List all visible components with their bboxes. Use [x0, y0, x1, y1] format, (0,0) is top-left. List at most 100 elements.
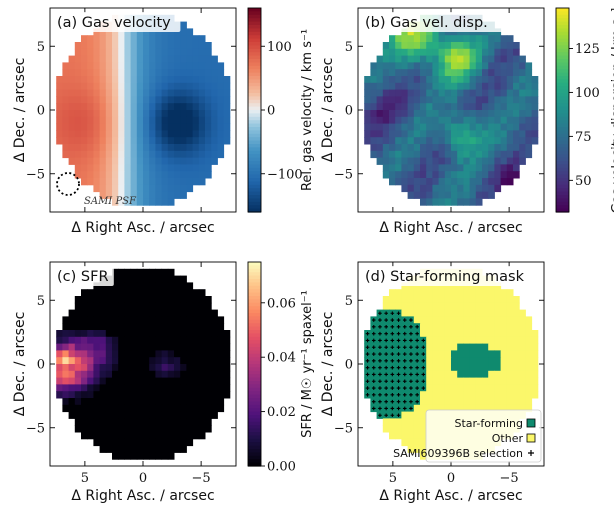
heatmap-cell: [389, 62, 396, 70]
heatmap-cell: [376, 55, 384, 63]
heatmap-cell: [205, 123, 212, 131]
heatmap-cell: [62, 364, 70, 372]
heatmap-cell: [81, 144, 88, 152]
selection-marker: [365, 338, 370, 343]
heatmap-cell: [93, 157, 101, 165]
heatmap-cell: [161, 357, 169, 365]
heatmap-cell: [475, 178, 483, 186]
heatmap-cell: [457, 404, 464, 413]
colorbar-segment: [556, 82, 569, 87]
heatmap-cell: [161, 377, 169, 385]
heatmap-cell: [420, 296, 427, 304]
heatmap-cell: [186, 309, 194, 317]
heatmap-cell: [74, 418, 82, 426]
heatmap-cell: [444, 309, 452, 317]
heatmap-cell: [198, 82, 206, 91]
heatmap-cell: [136, 137, 144, 145]
heatmap-cell: [205, 316, 212, 324]
heatmap-cell: [506, 123, 514, 131]
colorbar-segment: [248, 103, 261, 108]
heatmap-cell: [105, 377, 113, 385]
heatmap-cell: [444, 42, 452, 50]
heatmap-cell: [99, 323, 107, 331]
heatmap-cell: [382, 55, 390, 63]
heatmap-cell: [389, 302, 396, 311]
heatmap-cell: [451, 289, 458, 297]
heatmap-cell: [186, 48, 194, 57]
heatmap-cell: [463, 103, 471, 111]
heatmap-cell: [143, 370, 150, 379]
heatmap-cell: [62, 150, 70, 159]
heatmap-cell: [407, 432, 415, 440]
heatmap-cell: [432, 76, 440, 84]
colorbar-segment: [556, 25, 569, 29]
heatmap-cell: [198, 150, 206, 159]
heatmap-cell: [488, 316, 495, 324]
selection-marker: [396, 399, 401, 404]
heatmap-cell: [198, 330, 206, 338]
heatmap-cell: [500, 302, 508, 311]
heatmap-cell: [155, 28, 163, 36]
heatmap-cell: [192, 425, 200, 433]
heatmap-cell: [81, 350, 88, 358]
heatmap-cell: [149, 76, 156, 84]
heatmap-cell: [525, 404, 533, 413]
colorbar-segment: [556, 178, 569, 182]
heatmap-cell: [211, 82, 218, 91]
heatmap-cell: [211, 377, 218, 385]
heatmap-cell: [211, 336, 218, 345]
heatmap-cell: [438, 398, 446, 406]
heatmap-cell: [161, 425, 169, 433]
heatmap-cell: [457, 103, 464, 111]
heatmap-cell: [143, 268, 150, 277]
heatmap-cell: [395, 62, 402, 70]
heatmap-cell: [198, 336, 206, 345]
heatmap-cell: [124, 452, 132, 460]
heatmap-cell: [457, 350, 464, 358]
heatmap-cell: [167, 296, 175, 304]
heatmap-cell: [74, 425, 82, 433]
colorbar-segment: [248, 99, 261, 104]
heatmap-cell: [451, 282, 458, 290]
heatmap-cell: [105, 391, 113, 399]
heatmap-cell: [469, 171, 477, 179]
heatmap-cell: [124, 404, 132, 413]
heatmap-cell: [161, 343, 169, 351]
heatmap-cell: [463, 35, 471, 43]
heatmap-cell: [167, 103, 175, 111]
colorbar-segment: [556, 31, 569, 36]
heatmap-cell: [68, 103, 76, 111]
heatmap-cell: [81, 309, 88, 317]
heatmap-cell: [74, 411, 82, 419]
heatmap-cell: [105, 35, 113, 43]
heatmap-cell: [444, 76, 452, 84]
heatmap-cell: [93, 48, 101, 57]
heatmap-cell: [211, 89, 218, 97]
x-tick-label: 0: [139, 471, 147, 486]
legend-box: [425, 409, 542, 463]
heatmap-cell: [444, 302, 452, 311]
heatmap-cell: [56, 89, 63, 97]
heatmap-cell: [389, 296, 396, 304]
heatmap-cell: [494, 137, 502, 145]
heatmap-cell: [99, 89, 107, 97]
heatmap-cell: [136, 302, 144, 311]
heatmap-cell: [444, 357, 452, 365]
heatmap-cell: [376, 82, 384, 91]
heatmap-cell: [192, 404, 200, 413]
colorbar-segment: [248, 123, 261, 128]
heatmap-cell: [482, 123, 489, 131]
heatmap-cell: [161, 302, 169, 311]
heatmap-cell: [488, 343, 495, 351]
heatmap-cell: [186, 391, 194, 399]
heatmap-cell: [506, 309, 514, 317]
heatmap-cell: [395, 35, 402, 43]
heatmap-cell: [420, 282, 427, 290]
heatmap-cell: [475, 164, 483, 172]
heatmap-cell: [413, 89, 421, 97]
heatmap-cell: [205, 82, 212, 91]
heatmap-cell: [155, 178, 163, 186]
heatmap-cell: [205, 323, 212, 331]
heatmap-cell: [432, 89, 440, 97]
